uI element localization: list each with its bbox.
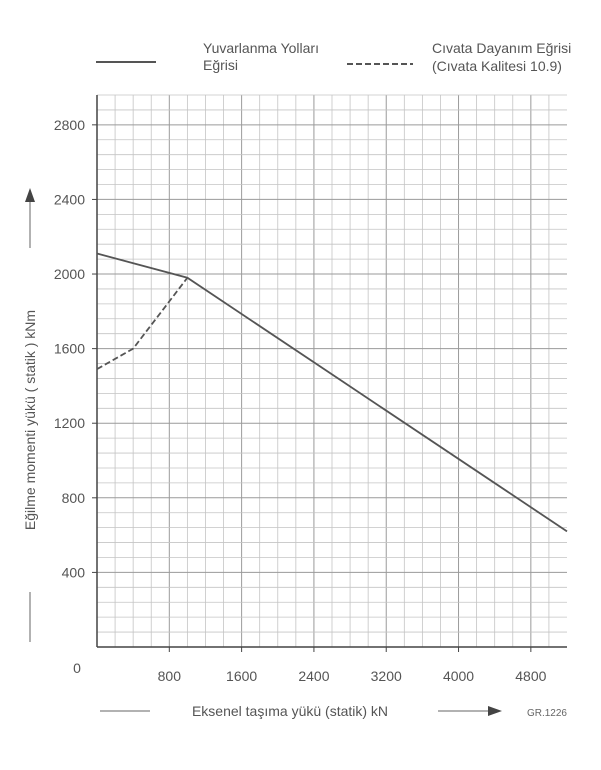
grid (97, 94, 567, 647)
y-tick-label: 400 (62, 564, 86, 580)
series-lines (96, 252, 568, 533)
y-tick-label: 1200 (54, 415, 85, 431)
x-axis-title: Eksenel taşıma yükü (statik) kN (100, 703, 502, 719)
figure-code: GR.1226 (527, 708, 567, 719)
y-tick-label: 2000 (54, 266, 85, 282)
legend: Yuvarlanma Yolları Eğrisi Cıvata Dayanım… (96, 40, 571, 74)
axes (96, 95, 567, 648)
x-tick-label: 4800 (515, 668, 546, 684)
x-tick-label: 2400 (298, 668, 329, 684)
x-tick-label: 3200 (371, 668, 402, 684)
y-axis-label: Eğilme momenti yükü ( statik ) kNm (22, 310, 38, 530)
x-tick-label: 800 (158, 668, 182, 684)
y-tick-label: 2400 (54, 191, 85, 207)
legend-dashed-label-line1: Cıvata Dayanım Eğrisi (432, 40, 571, 56)
origin-label: 0 (73, 660, 81, 676)
y-axis-title: Eğilme momenti yükü ( statik ) kNm (22, 188, 38, 642)
x-tick-label: 4000 (443, 668, 474, 684)
x-axis-arrow-icon (488, 706, 502, 716)
y-axis-arrow-icon (25, 188, 35, 202)
legend-solid-label-line1: Yuvarlanma Yolları (203, 40, 319, 56)
y-tick-labels: 400 800 1200 1600 2000 2400 2800 (54, 117, 97, 580)
y-tick-label: 1600 (54, 341, 85, 357)
legend-solid-label-line2: Eğrisi (203, 57, 238, 73)
y-tick-label: 800 (62, 490, 86, 506)
x-tick-label: 1600 (226, 668, 257, 684)
legend-dashed-label-line2: (Cıvata Kalitesi 10.9) (432, 58, 562, 74)
x-tick-labels: 800 1600 2400 3200 4000 4800 (158, 647, 547, 684)
series-line-bolt-strength (96, 277, 189, 370)
x-axis-label: Eksenel taşıma yükü (statik) kN (192, 703, 388, 719)
y-tick-label: 2800 (54, 117, 85, 133)
